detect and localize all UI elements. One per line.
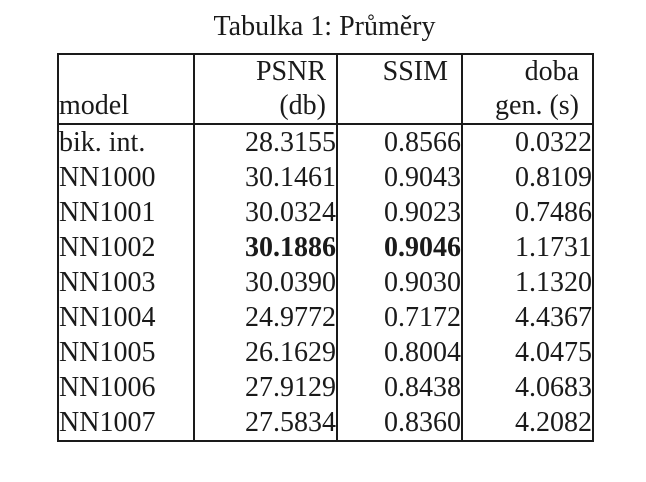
model-cell: NN1002	[57, 230, 195, 265]
ssim-cell: 0.9043	[336, 160, 463, 195]
table-row: NN1007 27.5834 0.8360 4.2082	[57, 405, 594, 441]
ssim-cell: 0.8566	[336, 124, 463, 160]
ssim-cell: 0.9023	[336, 195, 463, 230]
table-caption: Tabulka 1: Průměry	[213, 11, 436, 42]
psnr-cell: 30.0324	[193, 195, 338, 230]
model-cell: NN1000	[57, 160, 195, 195]
header-psnr: PSNR	[193, 54, 338, 89]
header-row-2: model (db) gen. (s)	[57, 89, 594, 125]
header-ssim: SSIM	[336, 54, 463, 89]
table-row: NN1000 30.1461 0.9043 0.8109	[57, 160, 594, 195]
header-model-top	[57, 54, 195, 89]
model-cell: NN1007	[57, 405, 195, 441]
table-row-best: NN1002 30.1886 0.9046 1.1731	[57, 230, 594, 265]
psnr-cell: 27.9129	[193, 370, 338, 405]
doba-cell: 4.0475	[461, 335, 594, 370]
model-cell: bik. int.	[57, 124, 195, 160]
doba-cell: 0.0322	[461, 124, 594, 160]
model-cell: NN1001	[57, 195, 195, 230]
psnr-cell: 27.5834	[193, 405, 338, 441]
ssim-cell: 0.8004	[336, 335, 463, 370]
psnr-cell: 26.1629	[193, 335, 338, 370]
doba-cell: 4.0683	[461, 370, 594, 405]
table-row: NN1005 26.1629 0.8004 4.0475	[57, 335, 594, 370]
table-row: NN1004 24.9772 0.7172 4.4367	[57, 300, 594, 335]
doba-cell: 4.2082	[461, 405, 594, 441]
table-row: NN1003 30.0390 0.9030 1.1320	[57, 265, 594, 300]
ssim-cell: 0.8360	[336, 405, 463, 441]
model-cell: NN1005	[57, 335, 195, 370]
ssim-cell: 0.9030	[336, 265, 463, 300]
ssim-cell: 0.8438	[336, 370, 463, 405]
ssim-cell-best: 0.9046	[336, 230, 463, 265]
psnr-cell-best: 30.1886	[193, 230, 338, 265]
table-row: bik. int. 28.3155 0.8566 0.0322	[57, 124, 594, 160]
psnr-cell: 30.0390	[193, 265, 338, 300]
doba-cell: 0.8109	[461, 160, 594, 195]
header-ssim-blank	[336, 89, 463, 125]
header-psnr-unit: (db)	[193, 89, 338, 125]
header-model: model	[57, 89, 195, 125]
doba-cell: 0.7486	[461, 195, 594, 230]
doba-cell: 1.1731	[461, 230, 594, 265]
model-cell: NN1006	[57, 370, 195, 405]
model-cell: NN1004	[57, 300, 195, 335]
doba-cell: 1.1320	[461, 265, 594, 300]
psnr-cell: 28.3155	[193, 124, 338, 160]
psnr-cell: 24.9772	[193, 300, 338, 335]
header-doba: doba	[461, 54, 594, 89]
table-row: NN1001 30.0324 0.9023 0.7486	[57, 195, 594, 230]
doba-cell: 4.4367	[461, 300, 594, 335]
header-doba-unit: gen. (s)	[461, 89, 594, 125]
psnr-cell: 30.1461	[193, 160, 338, 195]
results-table: PSNR SSIM doba model (db) gen. (s) bik. …	[57, 53, 594, 442]
header-row-1: PSNR SSIM doba	[57, 54, 594, 89]
table-container: PSNR SSIM doba model (db) gen. (s) bik. …	[57, 53, 594, 442]
ssim-cell: 0.7172	[336, 300, 463, 335]
model-cell: NN1003	[57, 265, 195, 300]
table-row: NN1006 27.9129 0.8438 4.0683	[57, 370, 594, 405]
